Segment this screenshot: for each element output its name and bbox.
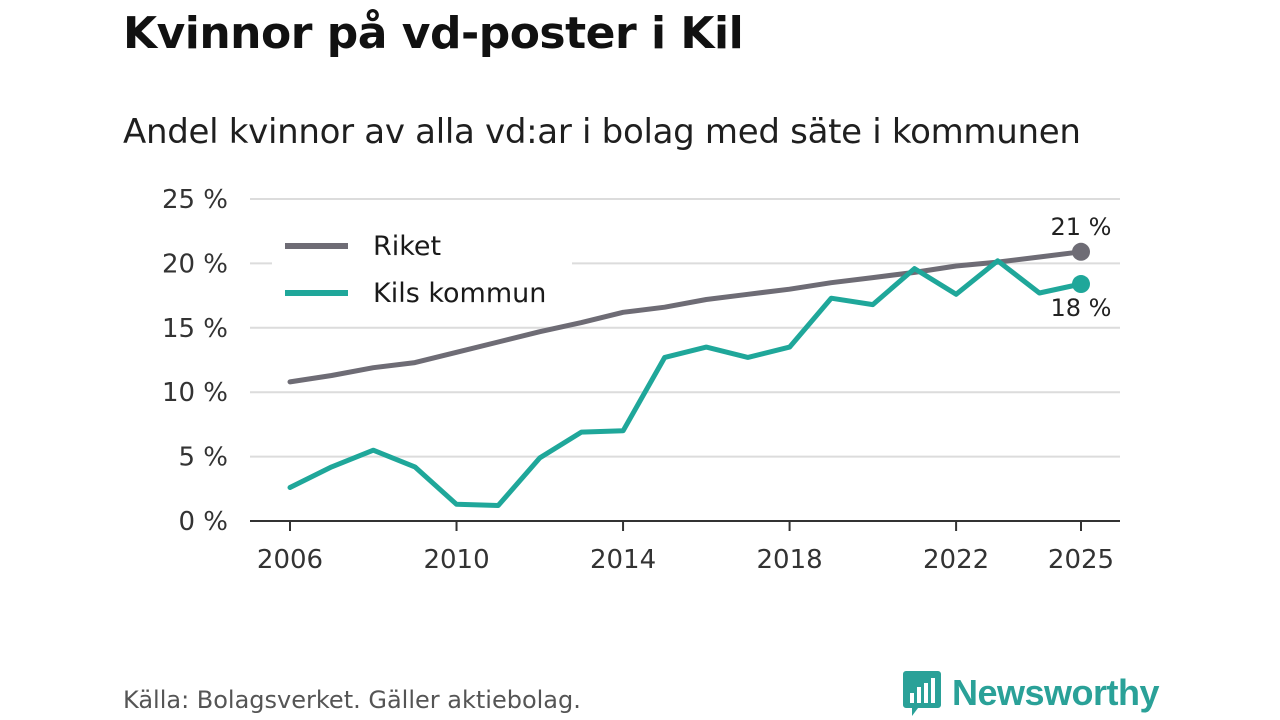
x-tick-label: 2006 bbox=[257, 545, 323, 575]
y-axis-ticks: 0 % 5 % 10 % 15 % 20 % 25 % bbox=[162, 185, 228, 537]
x-tick-label: 2022 bbox=[923, 545, 989, 575]
y-tick-label: 15 % bbox=[162, 314, 228, 344]
series-lines bbox=[287, 242, 1090, 508]
y-tick-label: 10 % bbox=[162, 378, 228, 408]
legend-label-kils-kommun: Kils kommun bbox=[373, 278, 546, 309]
x-tick-label: 2014 bbox=[590, 545, 656, 575]
legend: Riket Kils kommun bbox=[272, 222, 572, 314]
brand-logo: Newsworthy bbox=[902, 668, 1160, 718]
newsworthy-logo-icon bbox=[903, 671, 941, 716]
x-tick-label: 2010 bbox=[423, 545, 489, 575]
source-note: Källa: Bolagsverket. Gäller aktiebolag. bbox=[123, 686, 581, 714]
legend-label-riket: Riket bbox=[373, 231, 441, 262]
series-endpoint-kils-kommun bbox=[1072, 275, 1090, 294]
end-label-riket: 21 % bbox=[1051, 213, 1112, 241]
series-line-riket bbox=[287, 249, 1084, 385]
y-tick-label: 25 % bbox=[162, 185, 228, 215]
x-tick-label: 2025 bbox=[1048, 545, 1114, 575]
chart-subtitle: Andel kvinnor av alla vd:ar i bolag med … bbox=[123, 112, 1081, 152]
series-line-kils-kommun bbox=[287, 258, 1084, 508]
x-axis: 2006 2010 2014 2018 2022 2025 bbox=[250, 520, 1120, 575]
chart-title: Kvinnor på vd-poster i Kil bbox=[123, 8, 744, 59]
x-tick-label: 2018 bbox=[756, 545, 822, 575]
end-labels: 21 % 18 % bbox=[1051, 213, 1112, 322]
y-tick-label: 0 % bbox=[178, 507, 228, 537]
y-tick-label: 5 % bbox=[178, 443, 228, 473]
series-endpoint-riket bbox=[1072, 242, 1090, 261]
end-label-kils-kommun: 18 % bbox=[1051, 294, 1112, 322]
y-tick-label: 20 % bbox=[162, 249, 228, 279]
brand-name: Newsworthy bbox=[952, 672, 1160, 713]
legend-background bbox=[272, 222, 572, 314]
